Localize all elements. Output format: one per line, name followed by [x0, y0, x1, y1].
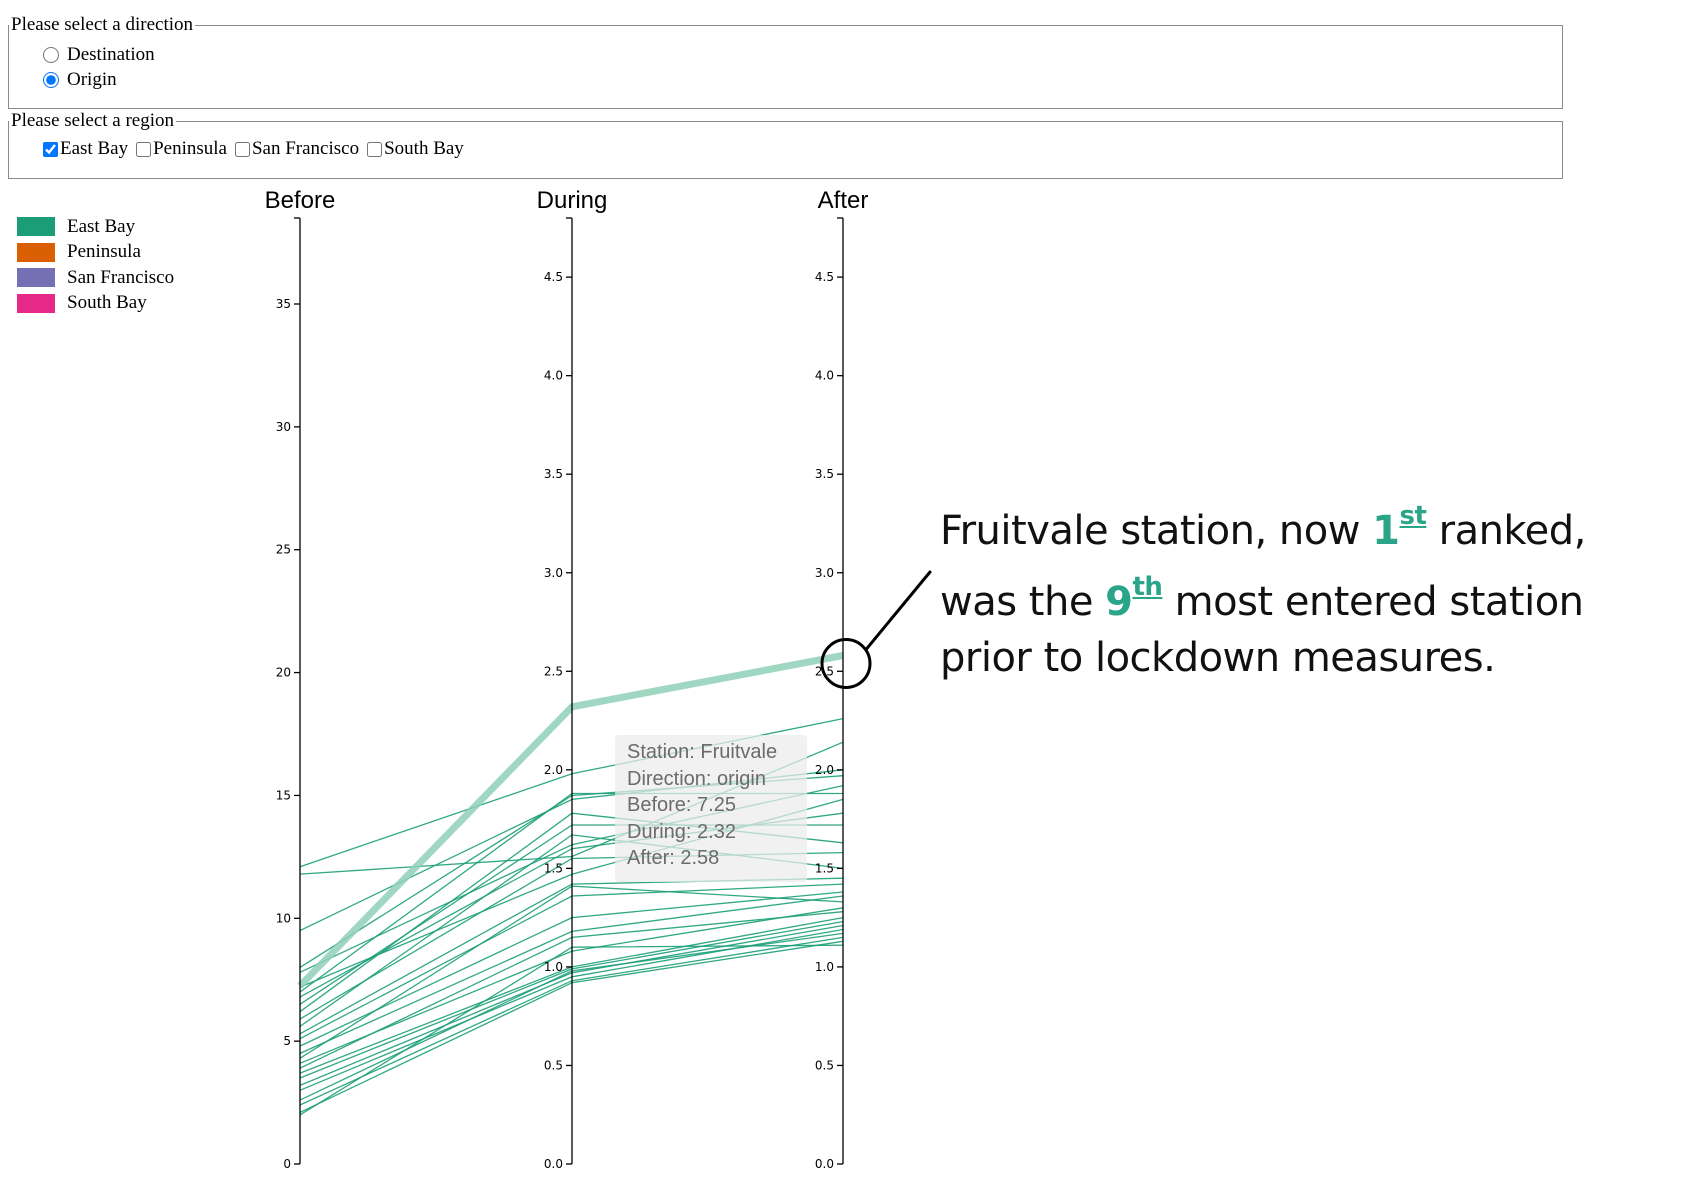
annotation-text: was the	[940, 579, 1106, 625]
axis-tick-label: 1.5	[544, 861, 563, 875]
region-option-san-francisco[interactable]: San Francisco	[234, 138, 360, 160]
annotation-pointer-line	[864, 570, 932, 652]
axis-tick-label: 2.5	[544, 664, 563, 678]
direction-option-destination[interactable]: Destination	[23, 42, 1562, 67]
origin-label: Origin	[67, 68, 117, 90]
annotation-suffix: th	[1132, 572, 1163, 602]
color-legend: East Bay Peninsula San Francisco South B…	[17, 214, 174, 316]
destination-radio[interactable]	[43, 46, 59, 63]
annotation-line-1: Fruitvale station, now 1st ranked,	[940, 488, 1586, 559]
axis-title-during: During	[537, 187, 608, 214]
handwritten-annotation: Fruitvale station, now 1st ranked, was t…	[940, 488, 1586, 686]
axis-tick-label: 15	[276, 788, 291, 802]
san-francisco-label: San Francisco	[251, 138, 360, 159]
axis-tick-label: 2.0	[544, 763, 563, 777]
annotation-rank: 1	[1372, 508, 1400, 554]
axis-tick-label: 3.0	[544, 566, 563, 580]
region-legend: Please select a region	[11, 110, 175, 131]
peninsula-checkbox[interactable]	[136, 141, 152, 157]
legend-swatch-east-bay	[17, 217, 55, 237]
axis-title-before: Before	[265, 187, 336, 214]
axis-tick-label: 3.0	[815, 566, 834, 580]
origin-radio[interactable]	[43, 71, 59, 88]
axis-tick-label: 10	[276, 911, 291, 925]
axis-tick-label: 5	[283, 1034, 291, 1048]
axis-tick-label: 1.5	[815, 861, 834, 875]
axis-tick-label: 4.0	[815, 369, 834, 383]
axis-tick-label: 30	[276, 420, 291, 434]
region-option-south-bay[interactable]: South Bay	[367, 138, 464, 160]
annotation-highlight: 9th	[1105, 572, 1163, 625]
annotation-highlight: 1st	[1372, 501, 1427, 554]
annotation-rank: 9	[1105, 579, 1133, 625]
axis-title-after: After	[818, 187, 869, 214]
tooltip-after: After: 2.58	[627, 847, 720, 869]
tooltip-before: Before: 7.25	[627, 794, 736, 816]
axis-tick-label: 0.0	[815, 1157, 834, 1171]
annotation-line-3: prior to lockdown measures.	[940, 635, 1496, 681]
tooltip-station: Station: Fruitvale	[627, 741, 778, 763]
axis-tick-label: 4.5	[815, 270, 834, 284]
direction-legend: Please select a direction	[11, 14, 194, 35]
legend-label-san-francisco: San Francisco	[67, 266, 175, 288]
direction-option-origin[interactable]: Origin	[23, 67, 1562, 92]
axis-tick-label: 0.5	[544, 1058, 563, 1072]
tooltip-direction: Direction: origin	[627, 767, 766, 790]
east-bay-checkbox[interactable]	[43, 141, 58, 157]
region-option-peninsula[interactable]: Peninsula	[136, 138, 227, 160]
direction-fieldset: Please select a direction Destination Or…	[8, 14, 1563, 109]
legend-swatch-san-francisco	[17, 268, 55, 288]
axis-tick-label: 3.5	[815, 467, 834, 481]
axis-tick-label: 0	[283, 1157, 291, 1171]
destination-label: Destination	[67, 43, 155, 65]
south-bay-label: South Bay	[384, 138, 464, 159]
region-options: East Bay Peninsula San Francisco South B…	[23, 138, 1562, 160]
region-option-east-bay[interactable]: East Bay	[23, 138, 128, 160]
legend-label-south-bay: South Bay	[67, 292, 147, 314]
axis-tick-label: 20	[276, 666, 291, 680]
annotation-suffix: st	[1399, 501, 1427, 531]
annotation-text: most entered station	[1162, 579, 1584, 625]
south-bay-checkbox[interactable]	[367, 141, 383, 157]
station-tooltip: Station: Fruitvale Direction: origin Bef…	[615, 735, 807, 882]
annotation-text: ranked,	[1426, 508, 1587, 554]
legend-swatch-peninsula	[17, 242, 55, 262]
axis-tick-label: 35	[276, 297, 291, 311]
legend-item-san-francisco: San Francisco	[17, 265, 174, 291]
region-fieldset: Please select a region East Bay Peninsul…	[8, 110, 1563, 179]
tooltip-during: During: 2.32	[627, 820, 736, 843]
axis-tick-label: 3.5	[544, 467, 563, 481]
legend-label-east-bay: East Bay	[67, 215, 136, 237]
annotation-text: Fruitvale station, now	[940, 508, 1373, 554]
annotation-line-2: was the 9th most entered station	[940, 559, 1586, 630]
legend-item-peninsula: Peninsula	[17, 240, 174, 266]
axis-tick-label: 0.0	[544, 1157, 563, 1171]
axis-tick-label: 2.0	[815, 763, 834, 777]
east-bay-label: East Bay	[60, 138, 129, 159]
legend-item-east-bay: East Bay	[17, 214, 174, 240]
legend-item-south-bay: South Bay	[17, 291, 174, 317]
axis-tick-label: 1.0	[815, 960, 834, 974]
legend-swatch-south-bay	[17, 293, 55, 313]
legend-label-peninsula: Peninsula	[67, 241, 141, 263]
axis-tick-label: 4.0	[544, 369, 563, 383]
peninsula-label: Peninsula	[153, 138, 227, 159]
axis-tick-label: 4.5	[544, 270, 563, 284]
axis-tick-label: 25	[276, 543, 291, 557]
axis-tick-label: 0.5	[815, 1058, 834, 1072]
annotation-circle	[820, 638, 872, 690]
san-francisco-checkbox[interactable]	[234, 141, 250, 157]
axis-tick-label: 1.0	[544, 960, 563, 974]
